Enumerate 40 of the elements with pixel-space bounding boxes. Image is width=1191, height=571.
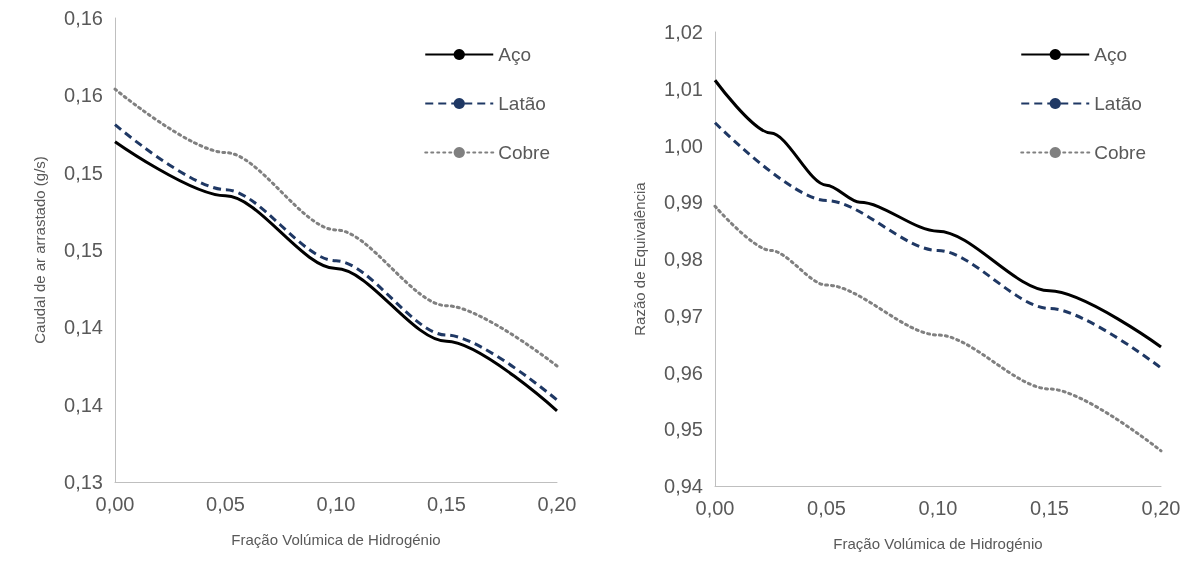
x-tick-label: 0,10 — [918, 497, 958, 519]
y-axis-title: Caudal de ar arrastado (g/s) — [31, 156, 48, 344]
y-tick-label: 0,16 — [64, 7, 103, 29]
y-axis-title: Razão de Equivalência — [631, 181, 648, 336]
x-tick-label: 0,20 — [537, 493, 577, 515]
line-series — [113, 87, 559, 368]
x-tick-label: 0,15 — [427, 493, 466, 515]
line-series — [713, 78, 1163, 349]
y-tick-label: 0,99 — [664, 191, 703, 214]
y-tick-label: 0,96 — [664, 361, 703, 384]
x-tick-label: 0,15 — [1030, 497, 1069, 519]
y-tick-label: 0,13 — [64, 471, 103, 493]
y-tick-label: 1,00 — [664, 134, 703, 157]
y-tick-label: 0,16 — [64, 84, 103, 107]
line-series — [713, 204, 1163, 453]
line-series — [713, 121, 1163, 370]
y-tick-label: 0,14 — [64, 393, 103, 416]
x-axis-title: Fração Volúmica de Hidrogénio — [833, 535, 1043, 552]
y-tick-label: 0,97 — [664, 304, 703, 327]
y-tick-label: 0,15 — [64, 239, 103, 261]
x-tick-label: 0,05 — [807, 497, 846, 519]
y-tick-label: 1,01 — [664, 77, 703, 100]
y-tick-label: 1,02 — [664, 21, 703, 43]
x-tick-label: 0,20 — [1141, 497, 1181, 519]
y-tick-label: 0,14 — [64, 316, 103, 339]
x-tick-label: 0,00 — [95, 493, 135, 515]
y-tick-label: 0,94 — [664, 475, 703, 497]
x-tick-label: 0,05 — [206, 493, 245, 515]
legend-label: Aço — [498, 44, 531, 65]
y-tick-label: 0,15 — [64, 161, 103, 184]
x-tick-label: 0,10 — [316, 493, 356, 515]
x-tick-label: 0,00 — [695, 497, 735, 519]
y-tick-label: 0,95 — [664, 418, 703, 441]
y-tick-label: 0,98 — [664, 248, 703, 270]
legend-label: Cobre — [498, 142, 550, 163]
legend-label: Aço — [1094, 44, 1127, 65]
x-axis-title: Fração Volúmica de Hidrogénio — [231, 531, 441, 548]
legend-label: Latão — [1094, 93, 1142, 114]
legend-label: Cobre — [1094, 142, 1146, 163]
legend-label: Latão — [498, 93, 546, 114]
